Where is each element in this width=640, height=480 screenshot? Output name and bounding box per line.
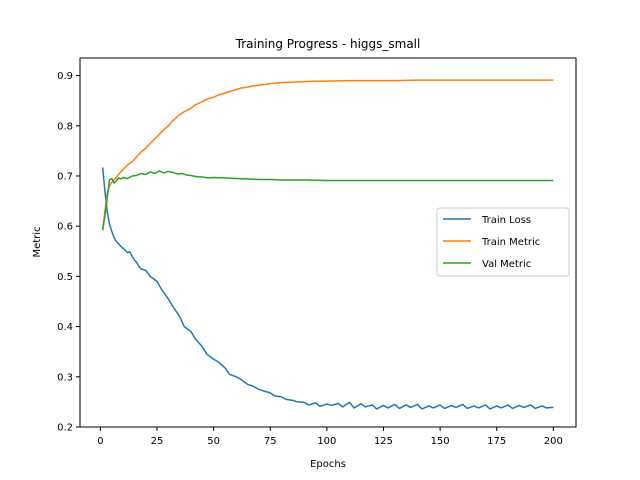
x-axis-label: Epochs	[310, 459, 346, 470]
y-tick-label: 0.7	[57, 171, 73, 182]
plot-lines	[101, 79, 554, 410]
x-tick-label: 125	[374, 436, 393, 447]
y-tick-label: 0.6	[57, 222, 73, 233]
y-axis-ticks: 0.2 0.3 0.4 0.5 0.6 0.7 0.8 0.9	[57, 71, 80, 434]
plot-frame	[79, 57, 577, 428]
y-tick-label: 0.3	[57, 372, 73, 383]
series-line-train-metric	[101, 79, 554, 231]
legend-box	[436, 207, 570, 277]
x-tick-label: 75	[264, 436, 277, 447]
series-line-val-metric	[101, 170, 554, 231]
y-tick-label: 0.9	[57, 71, 73, 82]
y-tick-label: 0.5	[57, 272, 73, 283]
x-axis-ticks: 0 25 50 75 100 125 150 175 200	[97, 427, 563, 447]
x-tick-label: 100	[317, 436, 336, 447]
y-tick-label: 0.2	[57, 423, 73, 434]
y-tick-label: 0.8	[57, 121, 73, 132]
y-tick-label: 0.4	[57, 322, 73, 333]
x-tick-label: 50	[207, 436, 220, 447]
x-tick-label: 200	[544, 436, 563, 447]
legend-label-val-metric: Val Metric	[482, 259, 531, 270]
series-line-train-loss	[101, 167, 554, 410]
x-tick-label: 150	[431, 436, 450, 447]
legend-label-train-loss: Train Loss	[481, 215, 531, 226]
x-tick-label: 175	[487, 436, 506, 447]
x-tick-label: 0	[97, 436, 103, 447]
chart-title: Training Progress - higgs_small	[235, 37, 421, 51]
x-tick-label: 25	[151, 436, 164, 447]
legend-label-train-metric: Train Metric	[481, 237, 540, 248]
y-axis-label: Metric	[32, 226, 43, 257]
legend: Train Loss Train Metric Val Metric	[436, 207, 570, 277]
